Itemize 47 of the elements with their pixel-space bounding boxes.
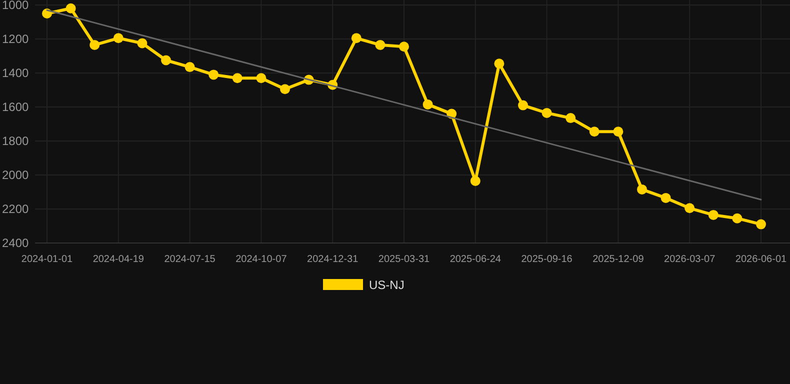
- x-tick-label: 2026-06-01: [735, 254, 788, 265]
- point: [422, 99, 433, 110]
- point: [613, 126, 624, 137]
- point: [161, 55, 171, 66]
- y-tick-label: 2400: [2, 236, 30, 250]
- point: [375, 40, 386, 50]
- point: [113, 33, 124, 44]
- point: [184, 62, 195, 72]
- point: [137, 38, 148, 48]
- point: [589, 126, 600, 137]
- point: [351, 33, 362, 44]
- point: [399, 42, 409, 52]
- y-tick-label: 1600: [2, 100, 30, 114]
- y-tick-label: 1400: [2, 66, 30, 80]
- x-tick-label: 2024-12-31: [307, 254, 359, 265]
- point: [208, 70, 219, 80]
- point: [542, 108, 552, 118]
- x-tick-label: 2024-01-01: [21, 254, 74, 265]
- point: [470, 176, 480, 186]
- y-tick-label: 1000: [2, 0, 30, 12]
- y-tick-label: 2000: [2, 168, 30, 182]
- point: [684, 203, 695, 214]
- point: [66, 3, 76, 14]
- point: [566, 113, 576, 124]
- x-tick-label: 2024-10-07: [236, 254, 288, 265]
- point: [280, 84, 290, 94]
- point: [518, 100, 528, 110]
- y-tick-label: 1800: [2, 134, 30, 148]
- x-tick-label: 2025-03-31: [378, 254, 430, 265]
- y-tick-label: 2200: [2, 202, 30, 216]
- point: [756, 219, 766, 230]
- x-tick-label: 2025-06-24: [450, 254, 502, 265]
- x-tick-label: 2026-03-07: [664, 254, 716, 265]
- point: [494, 58, 504, 69]
- point: [256, 73, 266, 84]
- point: [708, 210, 718, 220]
- x-tick-label: 2025-09-16: [521, 254, 573, 265]
- point: [732, 213, 742, 224]
- point: [90, 40, 100, 50]
- point: [232, 73, 242, 84]
- point: [660, 192, 671, 203]
- point: [637, 184, 647, 194]
- x-tick-label: 2024-07-15: [164, 254, 216, 265]
- x-tick-label: 2024-04-19: [92, 254, 144, 265]
- legend-label: US-NJ: [369, 278, 404, 292]
- x-tick-label: 2025-12-09: [592, 254, 644, 265]
- y-tick-label: 1200: [2, 32, 30, 46]
